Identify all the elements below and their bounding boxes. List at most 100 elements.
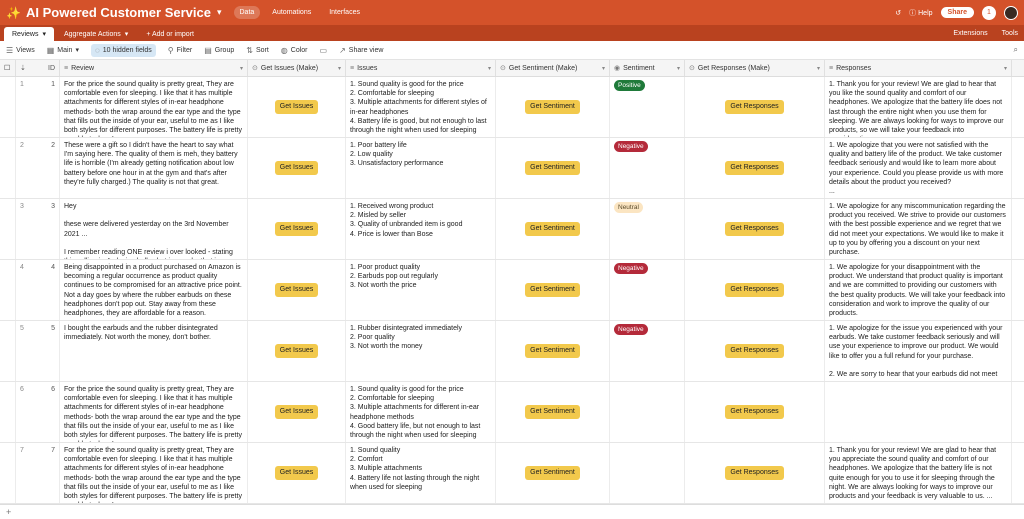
get-responses-button[interactable]: Get Responses — [725, 283, 784, 297]
filter-button[interactable]: ⚲ Filter — [168, 46, 192, 55]
chevron-down-icon[interactable]: ▾ — [124, 31, 129, 38]
table-row[interactable]: 4 4 Being disappointed in a product purcha… — [0, 260, 1024, 321]
issues-cell[interactable]: 1. Poor battery life 2. Low quality 3. U… — [346, 138, 496, 198]
sort-button[interactable]: ⇅ Sort — [246, 46, 269, 55]
get-issues-button[interactable]: Get Issues — [274, 283, 319, 297]
extensions-button[interactable]: Extensions — [953, 29, 988, 37]
issues-cell[interactable]: 1. Poor product quality 2. Earbuds pop o… — [346, 260, 496, 320]
get-sentiment-button[interactable]: Get Sentiment — [525, 161, 580, 175]
column-header-get-sentiment[interactable]: ⊙ Get Sentiment (Make) ▾ — [496, 60, 610, 76]
get-responses-button[interactable]: Get Responses — [725, 222, 784, 236]
get-responses-button[interactable]: Get Responses — [725, 161, 784, 175]
get-responses-button[interactable]: Get Responses — [725, 100, 784, 114]
chevron-down-icon[interactable]: ▾ — [816, 65, 820, 72]
chevron-down-icon[interactable]: ▾ — [487, 65, 491, 72]
sentiment-cell[interactable]: Negative — [610, 260, 685, 320]
responses-cell[interactable] — [825, 382, 1012, 442]
responses-cell[interactable]: 1. We apologize that you were not satisf… — [825, 138, 1012, 198]
notification-badge[interactable]: 1 — [982, 5, 996, 20]
get-sentiment-button[interactable]: Get Sentiment — [525, 344, 580, 358]
chevron-down-icon[interactable]: ▾ — [601, 65, 605, 72]
table-tab-aggregate-actions[interactable]: Aggregate Actions ▾ — [56, 27, 136, 41]
tools-button[interactable]: Tools — [1001, 29, 1018, 37]
get-issues-button[interactable]: Get Issues — [274, 405, 319, 419]
share-view-button[interactable]: ↗ Share view — [339, 46, 383, 55]
get-sentiment-button[interactable]: Get Sentiment — [525, 466, 580, 480]
row-checkbox[interactable] — [0, 77, 16, 137]
get-sentiment-button[interactable]: Get Sentiment — [525, 405, 580, 419]
chevron-down-icon[interactable]: ▾ — [42, 31, 46, 38]
issues-cell[interactable]: 1. Sound quality is good for the price 2… — [346, 77, 496, 137]
issues-cell[interactable]: 1. Sound quality 2. Comfort 3. Multiple … — [346, 443, 496, 503]
views-button[interactable]: ☰ Views — [6, 46, 35, 55]
avatar[interactable] — [1004, 5, 1018, 20]
row-checkbox[interactable] — [0, 382, 16, 442]
column-header-get-issues[interactable]: ⊙ Get Issues (Make) ▾ — [248, 60, 346, 76]
chevron-down-icon[interactable]: ▾ — [216, 7, 222, 17]
table-row[interactable]: 7 7 For the price the sound quality is pre… — [0, 443, 1024, 504]
issues-cell[interactable]: 1. Rubber disintegrated immediately 2. P… — [346, 321, 496, 381]
table-row[interactable]: 2 2 These were a gift so I didn't have the… — [0, 138, 1024, 199]
review-cell[interactable]: Hey these were delivered yesterday on th… — [60, 199, 248, 259]
issues-cell[interactable]: 1. Sound quality is good for the price 2… — [346, 382, 496, 442]
responses-cell[interactable]: 1. We apologize for your disappointment … — [825, 260, 1012, 320]
column-header-issues[interactable]: ≡ Issues ▾ — [346, 60, 496, 76]
responses-cell[interactable]: 1. We apologize for the issue you experi… — [825, 321, 1012, 381]
chevron-down-icon[interactable]: ▾ — [239, 65, 243, 72]
share-button[interactable]: Share — [940, 7, 974, 18]
tab-interfaces[interactable]: Interfaces — [329, 9, 360, 16]
sentiment-cell[interactable] — [610, 443, 685, 503]
sentiment-cell[interactable]: Positive — [610, 77, 685, 137]
column-header-get-responses[interactable]: ⊙ Get Responses (Make) ▾ — [685, 60, 825, 76]
row-checkbox[interactable] — [0, 321, 16, 381]
add-field-button[interactable] — [1012, 60, 1024, 76]
app-title[interactable]: AI Powered Customer Service — [26, 5, 211, 20]
table-row[interactable]: 1 1 For the price the sound quality is pre… — [0, 77, 1024, 138]
help-button[interactable]: ⓘ Help — [909, 9, 933, 17]
sentiment-cell[interactable] — [610, 382, 685, 442]
get-issues-button[interactable]: Get Issues — [274, 222, 319, 236]
get-issues-button[interactable]: Get Issues — [274, 466, 319, 480]
get-issues-button[interactable]: Get Issues — [274, 161, 319, 175]
table-row[interactable]: 3 3 Hey these were delivered yesterday on … — [0, 199, 1024, 260]
row-checkbox[interactable] — [0, 443, 16, 503]
tab-data[interactable]: Data — [233, 6, 261, 19]
view-switcher[interactable]: ▦ Main ▾ — [47, 46, 79, 55]
column-header-id[interactable]: ⇣ ID — [16, 60, 60, 76]
search-icon[interactable]: ⌕ — [1013, 45, 1018, 54]
row-checkbox[interactable] — [0, 199, 16, 259]
get-responses-button[interactable]: Get Responses — [725, 466, 784, 480]
row-checkbox[interactable] — [0, 260, 16, 320]
select-all-checkbox[interactable]: ☐ — [0, 60, 16, 76]
get-responses-button[interactable]: Get Responses — [725, 344, 784, 358]
group-button[interactable]: ▤ Group — [204, 46, 234, 55]
row-checkbox[interactable] — [0, 138, 16, 198]
responses-cell[interactable]: 1. Thank you for your review! We are gla… — [825, 443, 1012, 503]
get-issues-button[interactable]: Get Issues — [274, 100, 319, 114]
get-issues-button[interactable]: Get Issues — [274, 344, 319, 358]
responses-cell[interactable]: 1. Thank you for your review! We are gla… — [825, 77, 1012, 137]
column-header-review[interactable]: ≡ Review ▾ — [60, 60, 248, 76]
column-header-responses[interactable]: ≡ Responses ▾ — [825, 60, 1012, 76]
get-responses-button[interactable]: Get Responses — [725, 405, 784, 419]
get-sentiment-button[interactable]: Get Sentiment — [525, 100, 580, 114]
add-row-button[interactable]: + — [0, 504, 1024, 519]
sentiment-cell[interactable]: Negative — [610, 321, 685, 381]
issues-cell[interactable]: 1. Received wrong product 2. Misled by s… — [346, 199, 496, 259]
table-row[interactable]: 6 6 For the price the sound quality is pre… — [0, 382, 1024, 443]
chevron-down-icon[interactable]: ▾ — [676, 65, 680, 72]
tab-automations[interactable]: Automations — [272, 9, 312, 16]
responses-cell[interactable]: 1. We apologize for any miscommunication… — [825, 199, 1012, 259]
hidden-fields-button[interactable]: ◌ 10 hidden fields — [90, 43, 156, 57]
column-header-sentiment[interactable]: ◉ Sentiment ▾ — [610, 60, 685, 76]
sentiment-cell[interactable]: Neutral — [610, 199, 685, 259]
review-cell[interactable]: For the price the sound quality is prett… — [60, 382, 248, 442]
chevron-down-icon[interactable]: ▾ — [1003, 65, 1007, 72]
sentiment-cell[interactable]: Negative — [610, 138, 685, 198]
